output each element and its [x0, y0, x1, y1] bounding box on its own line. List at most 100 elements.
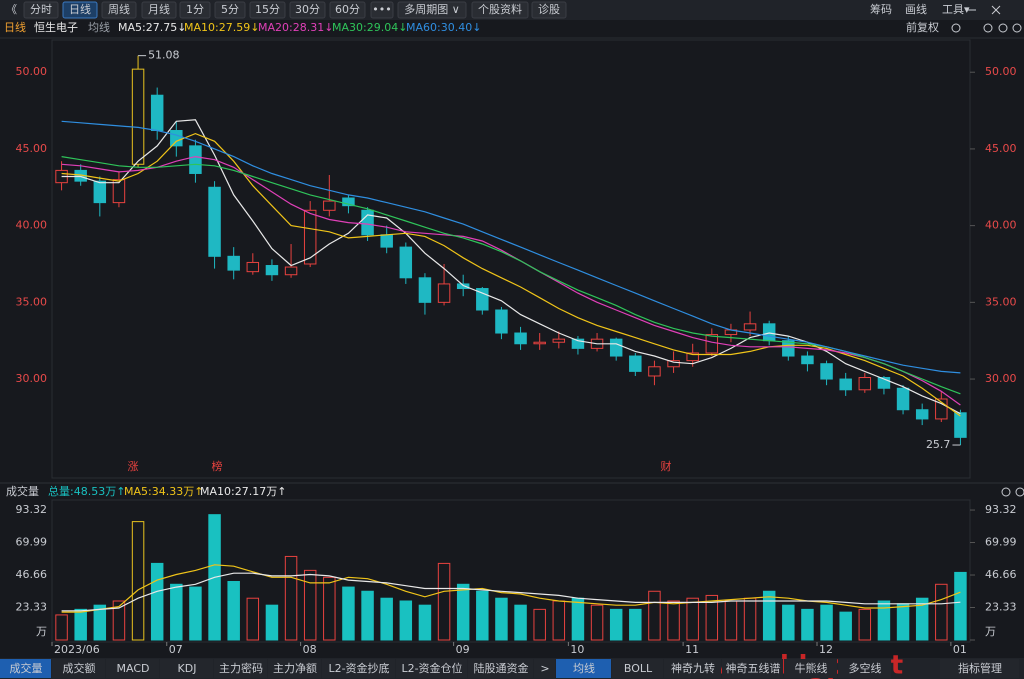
tab-label[interactable]: 主力净额	[273, 661, 317, 675]
indicator-tab[interactable]	[160, 659, 213, 678]
tab-label[interactable]: 成交量	[10, 661, 43, 675]
period-button[interactable]	[370, 1, 394, 19]
period-label[interactable]: 60分	[335, 3, 360, 16]
candle-body	[801, 355, 814, 365]
indicator-tab[interactable]	[106, 659, 159, 678]
tool-button[interactable]: 画线	[905, 2, 927, 16]
tab-label[interactable]: KDJ	[178, 662, 197, 675]
period-button[interactable]	[23, 1, 59, 19]
period-label[interactable]: 周线	[108, 2, 130, 16]
period-label[interactable]: 个股资料	[478, 2, 522, 16]
icon[interactable]	[983, 23, 993, 33]
tool-button[interactable]: 筹码	[870, 2, 892, 16]
volume-bar	[762, 590, 776, 641]
tab-label[interactable]: 成交额	[63, 661, 96, 675]
period-label[interactable]: 多周期图 ∨	[404, 2, 460, 16]
indicator-tab[interactable]	[612, 659, 663, 678]
candle-body	[189, 145, 202, 174]
period-button[interactable]	[101, 1, 137, 19]
adjust-mode[interactable]: 前复权	[906, 20, 939, 34]
volume-bar	[801, 608, 814, 641]
tab-label[interactable]: BOLL	[624, 662, 653, 675]
indicator-tab[interactable]	[784, 659, 837, 678]
period-label[interactable]: 日线	[69, 2, 91, 16]
tab-label[interactable]: 主力密码	[219, 661, 263, 675]
moving-average-line	[61, 132, 961, 417]
tab-label[interactable]: 神奇五线谱	[726, 661, 781, 675]
candle-body	[495, 309, 508, 334]
tab-label[interactable]: 多空线	[849, 661, 882, 675]
volume-title: 成交量	[6, 484, 39, 498]
tab-label[interactable]: 神奇九转	[671, 661, 715, 675]
period-button[interactable]	[397, 1, 467, 19]
period-label[interactable]: 5分	[221, 3, 239, 16]
period-button[interactable]	[62, 1, 98, 19]
indicator-tab[interactable]	[0, 659, 51, 678]
indicator-tab[interactable]	[396, 659, 467, 678]
tab-label[interactable]: MACD	[117, 662, 150, 675]
max-label: 51.08	[148, 49, 180, 62]
tab-label[interactable]: L2-资金仓位	[401, 661, 462, 675]
tab-label[interactable]: 陆股通资金	[474, 661, 529, 675]
period-button[interactable]	[531, 1, 567, 19]
volume-bar	[55, 614, 68, 641]
indicator-tab[interactable]	[664, 659, 721, 678]
indicator-tab[interactable]	[468, 659, 533, 678]
volume-bar	[820, 604, 833, 641]
period-label[interactable]: •••	[372, 3, 391, 16]
period-button[interactable]	[141, 1, 177, 19]
volume-bar	[839, 611, 852, 641]
tab-label[interactable]: >	[540, 662, 549, 675]
period-button[interactable]	[289, 1, 326, 19]
tab-label[interactable]: 均线	[573, 661, 595, 675]
period-button[interactable]	[471, 1, 529, 19]
tool-button[interactable]: 工具▾	[942, 3, 970, 16]
event-marker[interactable]: 榜	[212, 459, 223, 473]
period-label[interactable]: 15分	[255, 3, 280, 16]
indicator-tab[interactable]	[52, 659, 105, 678]
icon[interactable]	[1015, 487, 1024, 497]
tab-label[interactable]: 指标管理	[958, 661, 1002, 675]
event-marker[interactable]: 财	[661, 459, 672, 473]
volume-bar	[456, 583, 470, 641]
volume-bar	[858, 608, 872, 641]
indicator-tab[interactable]	[534, 659, 555, 678]
candle-body	[476, 288, 489, 311]
volume-bar	[896, 603, 910, 641]
y-tick-label: 万	[36, 625, 47, 638]
period-label[interactable]: 30分	[295, 3, 320, 16]
icon[interactable]	[991, 5, 1001, 15]
indicator-tab[interactable]	[556, 659, 611, 678]
candle-body	[342, 197, 355, 207]
indicator-tab[interactable]	[838, 659, 891, 678]
icon[interactable]	[1012, 23, 1022, 33]
indicator-tab[interactable]	[722, 659, 783, 678]
indicator-tab[interactable]	[268, 659, 321, 678]
indicator-tab[interactable]	[940, 659, 1019, 678]
period-label[interactable]: 月线	[148, 2, 170, 16]
y-tick-label: 69.99	[16, 536, 48, 549]
tab-label[interactable]: L2-资金抄底	[328, 661, 389, 675]
indicator-tab[interactable]	[214, 659, 267, 678]
indicator-name[interactable]: 均线	[88, 20, 110, 34]
indicator-tab[interactable]	[322, 659, 395, 678]
period-button[interactable]	[179, 1, 211, 19]
volume-bar	[399, 600, 413, 641]
candle-body	[629, 355, 642, 372]
volume-bar	[724, 600, 738, 641]
period-label[interactable]: 分时	[30, 3, 52, 16]
tab-label[interactable]: 牛熊线	[795, 661, 828, 675]
event-marker[interactable]: 涨	[128, 460, 139, 473]
period-label[interactable]: 诊股	[538, 2, 560, 16]
period-button[interactable]	[329, 1, 366, 19]
volume-bar	[246, 597, 260, 641]
icon[interactable]	[1001, 487, 1011, 497]
period-label[interactable]: 1分	[186, 3, 204, 16]
volume-bar	[514, 604, 527, 641]
icon[interactable]	[951, 23, 961, 33]
period-button[interactable]	[249, 1, 286, 19]
y-tick-label: 23.33	[16, 601, 48, 614]
icon[interactable]	[998, 23, 1008, 33]
period-button[interactable]	[214, 1, 246, 19]
back-button[interactable]: 《	[6, 3, 17, 16]
